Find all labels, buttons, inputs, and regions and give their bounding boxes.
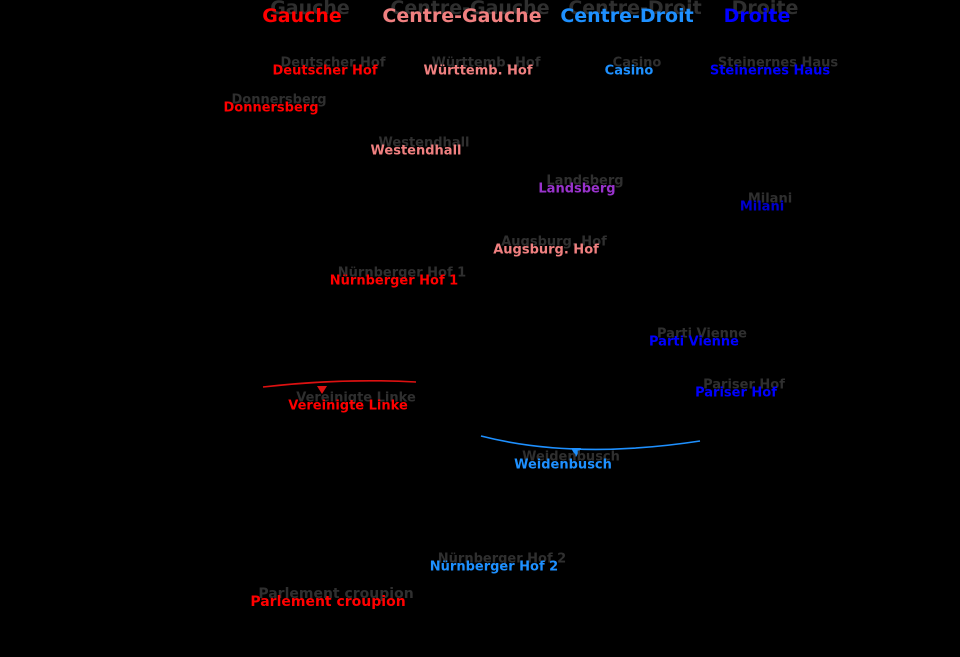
nuernberger-hof-1-label: Nürnberger Hof 1	[329, 273, 459, 289]
deutscher-hof-label: Deutscher Hof	[272, 63, 378, 79]
vereinigte-linke-merge-arrowhead-icon	[317, 386, 327, 394]
weidenbusch-merge-line	[480, 435, 701, 451]
wuerttemberger-hof-label: Württemb. Hof	[423, 63, 533, 79]
augsburger-hof-label: Augsburg. Hof	[493, 242, 599, 258]
parlement-croupion-label: Parlement croupion	[250, 594, 406, 610]
centre-gauche-header: Centre-Gauche	[382, 5, 542, 27]
vereinigte-linke-label: Vereinigte Linke	[288, 398, 408, 414]
donnersberg-label: Donnersberg	[223, 100, 319, 116]
nuernberger-hof-2-label: Nürnberger Hof 2	[429, 559, 559, 575]
milani-label: Milani	[739, 199, 785, 215]
landsberg-label: Landsberg	[538, 181, 616, 197]
droite-header: Droite	[723, 5, 791, 27]
steinernes-haus-label: Steinernes Haus	[709, 63, 831, 79]
weidenbusch-merge-arrowhead-icon	[571, 448, 581, 457]
weidenbusch-label: Weidenbusch	[514, 457, 612, 473]
vereinigte-linke-merge-line	[262, 379, 417, 388]
parti-vienne-label: Parti Vienne	[649, 334, 739, 350]
casino-label: Casino	[604, 63, 654, 79]
centre-droit-header: Centre-Droit	[560, 5, 694, 27]
gauche-header: Gauche	[262, 5, 342, 27]
pariser-hof-label: Pariser Hof	[695, 385, 777, 401]
westendhall-label: Westendhall	[370, 143, 462, 159]
